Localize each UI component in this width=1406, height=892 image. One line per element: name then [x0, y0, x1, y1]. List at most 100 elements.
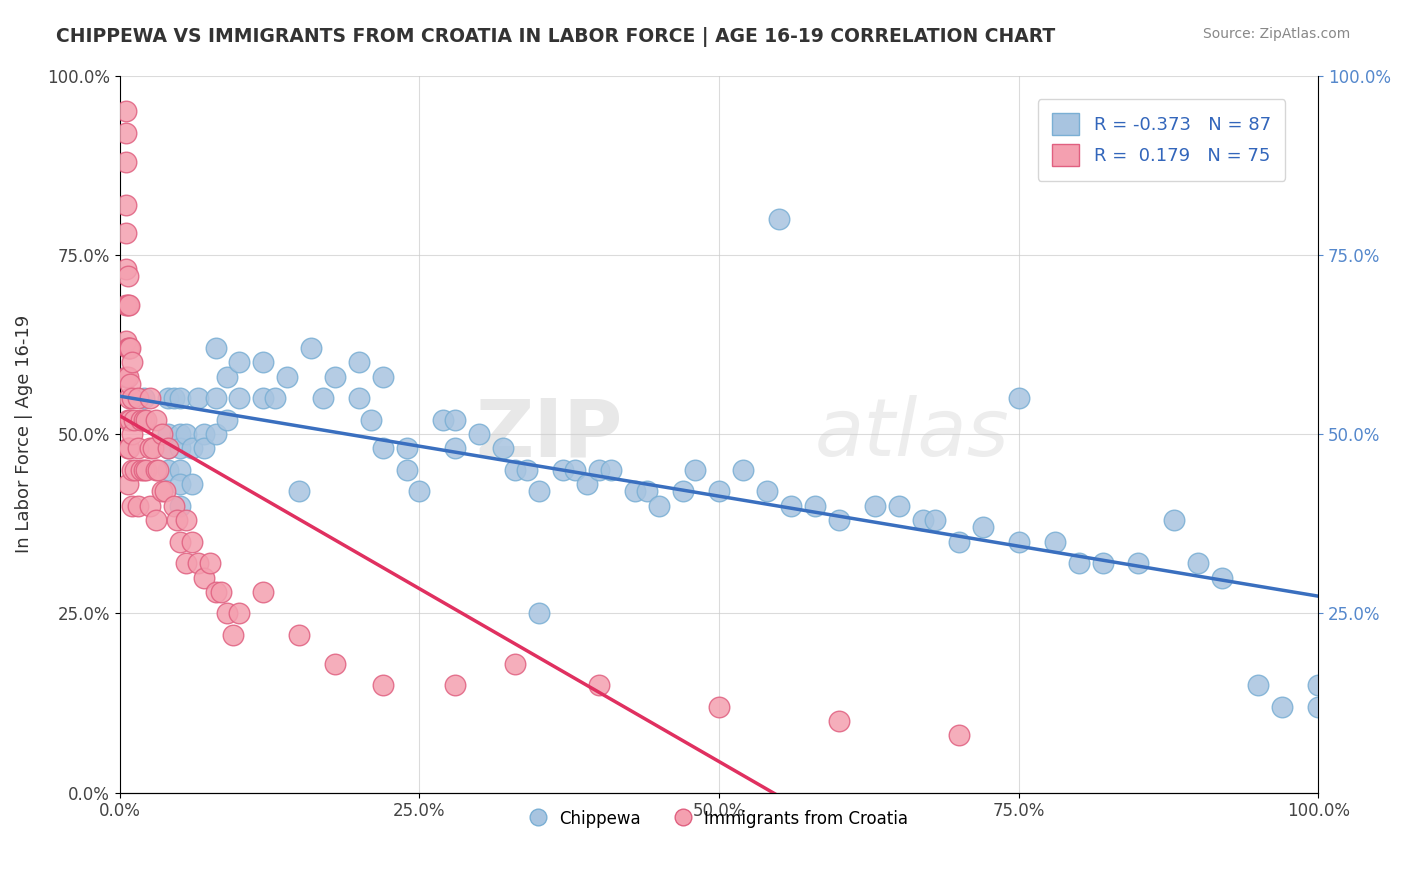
Point: [120, 341, 142, 355]
Point: [156, 442, 179, 456]
Point: [142, 442, 165, 456]
Point: [373, 369, 395, 384]
Y-axis label: In Labor Force | Age 16-19: In Labor Force | Age 16-19: [15, 315, 32, 553]
Point: [636, 484, 658, 499]
Point: [349, 355, 371, 369]
Point: [169, 391, 191, 405]
Point: [1247, 678, 1270, 692]
Point: [768, 211, 790, 226]
Point: [150, 484, 173, 499]
Point: [527, 484, 550, 499]
Point: [755, 484, 778, 499]
Point: [127, 391, 149, 405]
Point: [360, 413, 382, 427]
Point: [264, 391, 287, 405]
Point: [972, 520, 994, 534]
Point: [124, 463, 146, 477]
Point: [432, 413, 454, 427]
Point: [117, 413, 139, 427]
Point: [114, 262, 136, 277]
Point: [118, 298, 141, 312]
Point: [444, 678, 467, 692]
Point: [252, 355, 274, 369]
Point: [120, 376, 142, 391]
Point: [145, 513, 167, 527]
Point: [114, 104, 136, 119]
Point: [1091, 556, 1114, 570]
Point: [503, 657, 526, 671]
Point: [683, 463, 706, 477]
Point: [804, 499, 827, 513]
Point: [169, 427, 191, 442]
Point: [129, 413, 152, 427]
Point: [186, 391, 208, 405]
Text: CHIPPEWA VS IMMIGRANTS FROM CROATIA IN LABOR FORCE | AGE 16-19 CORRELATION CHART: CHIPPEWA VS IMMIGRANTS FROM CROATIA IN L…: [56, 27, 1056, 46]
Point: [117, 341, 139, 355]
Point: [516, 463, 538, 477]
Point: [1128, 556, 1150, 570]
Point: [198, 556, 221, 570]
Point: [118, 341, 141, 355]
Point: [1187, 556, 1209, 570]
Point: [132, 413, 155, 427]
Point: [129, 463, 152, 477]
Point: [135, 463, 157, 477]
Point: [228, 391, 250, 405]
Point: [117, 369, 139, 384]
Point: [156, 427, 179, 442]
Point: [169, 442, 191, 456]
Point: [120, 413, 142, 427]
Point: [444, 442, 467, 456]
Point: [145, 463, 167, 477]
Point: [276, 369, 298, 384]
Point: [222, 628, 245, 642]
Point: [576, 477, 599, 491]
Point: [204, 341, 226, 355]
Point: [204, 585, 226, 599]
Point: [121, 355, 143, 369]
Point: [180, 477, 202, 491]
Point: [169, 463, 191, 477]
Point: [117, 477, 139, 491]
Point: [299, 341, 322, 355]
Point: [325, 657, 347, 671]
Point: [1271, 699, 1294, 714]
Point: [186, 556, 208, 570]
Point: [204, 391, 226, 405]
Point: [396, 463, 419, 477]
Point: [114, 369, 136, 384]
Point: [114, 298, 136, 312]
Point: [707, 484, 730, 499]
Point: [150, 427, 173, 442]
Point: [153, 484, 176, 499]
Point: [828, 714, 851, 728]
Point: [707, 699, 730, 714]
Point: [600, 463, 623, 477]
Point: [117, 298, 139, 312]
Point: [672, 484, 695, 499]
Point: [180, 534, 202, 549]
Point: [1308, 678, 1330, 692]
Point: [288, 628, 311, 642]
Point: [217, 413, 239, 427]
Point: [468, 427, 491, 442]
Point: [1163, 513, 1185, 527]
Point: [828, 513, 851, 527]
Point: [121, 391, 143, 405]
Point: [117, 442, 139, 456]
Point: [564, 463, 586, 477]
Point: [122, 413, 145, 427]
Point: [117, 269, 139, 284]
Point: [779, 499, 801, 513]
Text: Source: ZipAtlas.com: Source: ZipAtlas.com: [1202, 27, 1350, 41]
Point: [127, 442, 149, 456]
Point: [731, 463, 754, 477]
Point: [114, 154, 136, 169]
Point: [114, 126, 136, 140]
Point: [252, 585, 274, 599]
Point: [118, 391, 141, 405]
Point: [553, 463, 575, 477]
Point: [503, 463, 526, 477]
Point: [1043, 534, 1066, 549]
Point: [211, 585, 233, 599]
